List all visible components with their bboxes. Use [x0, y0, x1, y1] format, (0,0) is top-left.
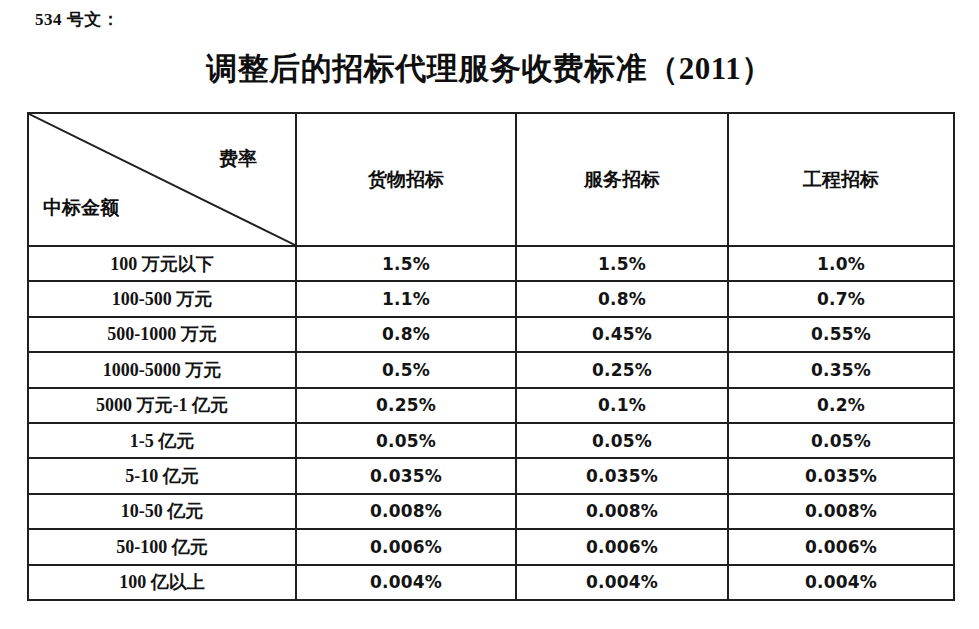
amount-range-cell: 1-5 亿元: [28, 423, 296, 458]
amount-range-cell: 500-1000 万元: [28, 317, 296, 352]
rate-cell: 0.55%: [728, 317, 954, 352]
corner-label-rate: 费率: [219, 146, 257, 172]
diagonal-corner-cell: 费率 中标金额: [28, 113, 296, 246]
amount-range-cell: 100 万元以下: [28, 246, 296, 281]
table-header-row: 费率 中标金额 货物招标 服务招标 工程招标: [28, 113, 954, 246]
table-row: 100 万元以下1.5%1.5%1.0%: [28, 246, 954, 281]
fee-standard-table: 费率 中标金额 货物招标 服务招标 工程招标 100 万元以下1.5%1.5%1…: [27, 112, 955, 601]
rate-cell: 0.8%: [296, 317, 516, 352]
table-row: 50-100 亿元0.006%0.006%0.006%: [28, 529, 954, 564]
amount-range-cell: 100-500 万元: [28, 281, 296, 316]
rate-cell: 1.5%: [296, 246, 516, 281]
amount-range-cell: 1000-5000 万元: [28, 352, 296, 387]
rate-cell: 0.7%: [728, 281, 954, 316]
rate-cell: 0.2%: [728, 388, 954, 423]
rate-cell: 0.008%: [296, 494, 516, 529]
table-row: 10-50 亿元0.008%0.008%0.008%: [28, 494, 954, 529]
rate-cell: 0.05%: [516, 423, 728, 458]
rate-cell: 0.25%: [296, 388, 516, 423]
table-row: 1000-5000 万元0.5%0.25%0.35%: [28, 352, 954, 387]
amount-range-cell: 100 亿以上: [28, 565, 296, 600]
rate-cell: 1.1%: [296, 281, 516, 316]
rate-cell: 0.5%: [296, 352, 516, 387]
rate-cell: 0.008%: [516, 494, 728, 529]
column-header-service: 服务招标: [516, 113, 728, 246]
rate-cell: 0.035%: [516, 458, 728, 493]
rate-cell: 0.35%: [728, 352, 954, 387]
document-page: 534 号文： 调整后的招标代理服务收费标准（2011） 费率 中标金额 货物招…: [0, 0, 979, 629]
doc-number-label: 534 号文：: [35, 8, 119, 31]
table-body: 100 万元以下1.5%1.5%1.0%100-500 万元1.1%0.8%0.…: [28, 246, 954, 600]
amount-range-cell: 5000 万元-1 亿元: [28, 388, 296, 423]
rate-cell: 0.006%: [516, 529, 728, 564]
amount-range-cell: 5-10 亿元: [28, 458, 296, 493]
rate-cell: 0.8%: [516, 281, 728, 316]
rate-cell: 0.05%: [296, 423, 516, 458]
rate-cell: 0.1%: [516, 388, 728, 423]
rate-cell: 1.5%: [516, 246, 728, 281]
column-header-engineering: 工程招标: [728, 113, 954, 246]
table-row: 100-500 万元1.1%0.8%0.7%: [28, 281, 954, 316]
table-row: 100 亿以上0.004%0.004%0.004%: [28, 565, 954, 600]
diagonal-divider-line: [29, 114, 295, 245]
page-title: 调整后的招标代理服务收费标准（2011）: [0, 48, 979, 90]
table-row: 500-1000 万元0.8%0.45%0.55%: [28, 317, 954, 352]
table-row: 5-10 亿元0.035%0.035%0.035%: [28, 458, 954, 493]
rate-cell: 0.004%: [728, 565, 954, 600]
column-header-goods: 货物招标: [296, 113, 516, 246]
rate-cell: 1.0%: [728, 246, 954, 281]
rate-cell: 0.004%: [516, 565, 728, 600]
table-row: 1-5 亿元0.05%0.05%0.05%: [28, 423, 954, 458]
rate-cell: 0.035%: [728, 458, 954, 493]
rate-cell: 0.008%: [728, 494, 954, 529]
rate-cell: 0.05%: [728, 423, 954, 458]
rate-cell: 0.006%: [728, 529, 954, 564]
rate-cell: 0.45%: [516, 317, 728, 352]
rate-cell: 0.035%: [296, 458, 516, 493]
rate-cell: 0.006%: [296, 529, 516, 564]
table-row: 5000 万元-1 亿元0.25%0.1%0.2%: [28, 388, 954, 423]
amount-range-cell: 50-100 亿元: [28, 529, 296, 564]
rate-cell: 0.25%: [516, 352, 728, 387]
corner-label-amount: 中标金额: [43, 195, 119, 221]
rate-cell: 0.004%: [296, 565, 516, 600]
amount-range-cell: 10-50 亿元: [28, 494, 296, 529]
